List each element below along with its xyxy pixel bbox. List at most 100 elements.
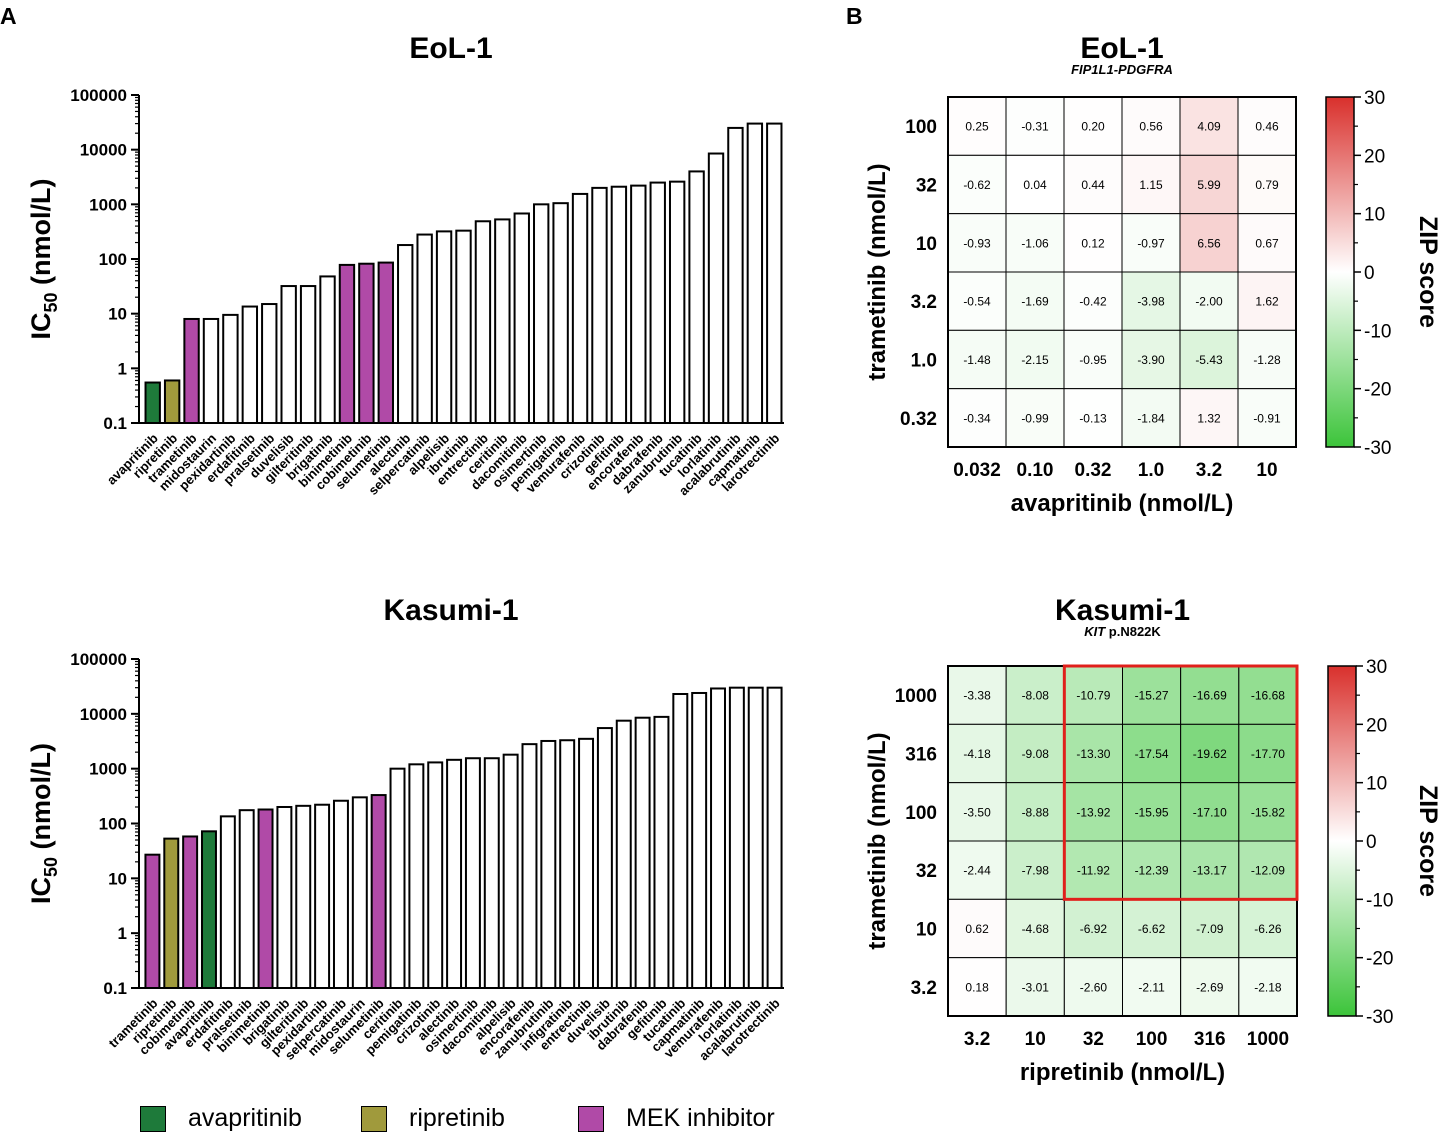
bar — [559, 739, 576, 989]
cell-value: -5.43 — [1195, 353, 1223, 367]
cell-value: -0.54 — [963, 295, 991, 309]
heatmap-cell — [947, 723, 1007, 784]
cell-value: 0.79 — [1255, 178, 1279, 192]
y-tick-label: 100000 — [70, 86, 127, 105]
bar — [710, 687, 726, 989]
chart-title: EoL-1 — [409, 32, 492, 65]
heatmap-cell — [1180, 840, 1240, 900]
cell-value: -0.93 — [963, 236, 991, 250]
cell-value: -6.62 — [1138, 922, 1166, 936]
y-tick-label: 1000 — [89, 195, 127, 214]
cell-value: -12.39 — [1135, 864, 1169, 878]
cell-value: 0.04 — [1023, 178, 1047, 192]
heatmap-cell — [1180, 782, 1240, 842]
x-tick-label: 0.032 — [953, 460, 1001, 481]
heatmap-cell — [1180, 723, 1240, 784]
cell-value: -13.92 — [1076, 805, 1110, 819]
y-tick-label: 1000 — [89, 760, 127, 779]
cell-value: 0.20 — [1081, 120, 1105, 134]
panel-label-a: A — [0, 3, 17, 29]
heatmap-cell — [947, 782, 1007, 842]
colorbar-tick-label: -20 — [1366, 949, 1393, 970]
cell-value: -3.50 — [963, 805, 991, 819]
colorbar-tick-label: -20 — [1364, 380, 1391, 401]
cell-value: -7.98 — [1022, 864, 1050, 878]
cell-value: -6.26 — [1254, 922, 1282, 936]
bar — [314, 803, 331, 989]
heatmap-cell — [1005, 388, 1065, 448]
x-tick-label: 10 — [1256, 460, 1277, 481]
x-tick-label: 0.10 — [1017, 460, 1054, 481]
cell-value: -0.95 — [1079, 353, 1107, 367]
kasumi-colorbar: 30 20 10 0 -10 -20 -30 ZIP score — [1327, 657, 1441, 1028]
heatmap-cell — [1180, 898, 1240, 959]
heatmap-cell — [1238, 957, 1298, 1017]
bar — [261, 303, 278, 424]
cell-value: -9.08 — [1022, 747, 1050, 761]
heatmap-cell — [1237, 388, 1297, 448]
cell-value: -0.34 — [963, 411, 991, 425]
heatmap-subtitle: KIT p.N822K — [1084, 624, 1161, 639]
x-tick-label: 316 — [1194, 1029, 1226, 1050]
cell-value: -17.10 — [1193, 805, 1227, 819]
cell-value: 0.18 — [965, 980, 989, 994]
cell-value: -2.18 — [1254, 980, 1282, 994]
cell-value: 0.56 — [1139, 120, 1163, 134]
heatmap-cell — [1179, 329, 1239, 390]
heatmap-cell — [1063, 271, 1123, 331]
bar — [540, 739, 557, 989]
y-tick-label: 10000 — [80, 141, 127, 160]
cell-value: -11.92 — [1077, 864, 1110, 878]
heatmap-cell — [947, 213, 1007, 273]
y-tick-label: 10 — [916, 234, 937, 255]
heatmap-cell — [1237, 271, 1297, 331]
panel-label-b: B — [846, 3, 863, 29]
legend-swatch-avapritinib — [140, 1105, 166, 1132]
bar — [521, 743, 538, 990]
bar — [144, 381, 161, 424]
x-tick-label: 100 — [1136, 1029, 1168, 1050]
y-tick-label: 316 — [905, 745, 937, 766]
cell-value: -0.31 — [1021, 120, 1049, 134]
heatmap-cell — [1063, 329, 1123, 390]
cell-value: 5.99 — [1197, 178, 1221, 192]
legend-mek: MEK inhibitor — [578, 1104, 775, 1133]
x-tick-label: 3.2 — [964, 1029, 990, 1050]
legend-label-ripretinib: ripretinib — [409, 1104, 505, 1132]
cell-value: -19.62 — [1193, 747, 1227, 761]
highlight-box — [1062, 664, 1299, 901]
cell-value: -1.69 — [1021, 295, 1049, 309]
y-tick-label: 32 — [916, 861, 937, 882]
heatmap-cell — [1005, 213, 1065, 273]
heatmap-cell — [1122, 665, 1182, 725]
bar — [571, 192, 589, 424]
bar — [351, 796, 368, 989]
x-tick-label: 0.32 — [1075, 460, 1112, 481]
bar — [688, 170, 705, 424]
cell-value: -0.62 — [963, 178, 991, 192]
cell-value: -15.95 — [1135, 805, 1169, 819]
bar — [502, 753, 519, 990]
y-axis-label: trametinib (nmol/L) — [864, 732, 891, 949]
cell-value: 0.46 — [1255, 120, 1279, 134]
bar — [747, 686, 764, 990]
y-tick-label: 1 — [118, 924, 127, 943]
cell-value: -15.82 — [1251, 805, 1285, 819]
heatmap-cell — [1063, 840, 1124, 900]
bar — [338, 263, 356, 424]
bar — [370, 794, 387, 990]
cell-value: -6.92 — [1080, 922, 1108, 936]
cell-value: -8.88 — [1022, 805, 1050, 819]
heatmap-title: EoL-1 — [1080, 32, 1163, 65]
bar — [377, 261, 394, 424]
heatmap-cell — [1063, 782, 1124, 842]
bar — [649, 181, 666, 424]
bar — [144, 853, 161, 990]
colorbar-tick-label: 30 — [1366, 657, 1387, 678]
cell-value: 0.62 — [965, 922, 989, 936]
heatmap-cell — [1122, 723, 1182, 784]
bar — [280, 285, 297, 424]
y-tick-label: 0.1 — [103, 979, 127, 998]
heatmap-cell — [1005, 271, 1065, 331]
